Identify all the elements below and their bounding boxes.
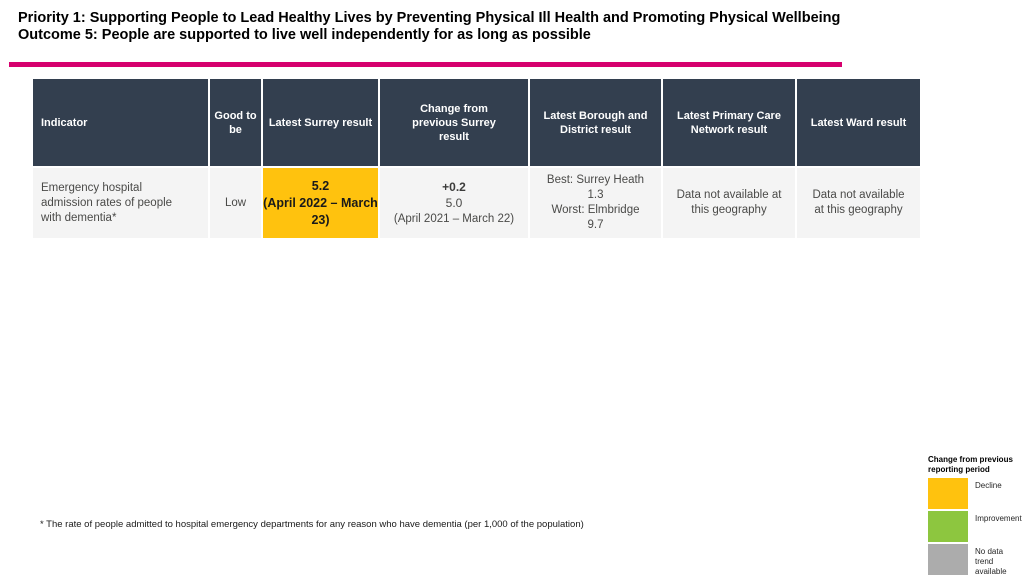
- header-ward-label: Latest Ward result: [810, 116, 907, 129]
- legend-title: Change from previous reporting period: [928, 455, 1013, 474]
- cell-good-to-be: Low: [210, 168, 261, 238]
- header-indicator: Indicator: [33, 79, 208, 166]
- good-to-be-value: Low: [224, 196, 247, 209]
- page-title: Priority 1: Supporting People to Lead He…: [18, 10, 840, 44]
- header-borough-district-label: Latest Borough and District result: [543, 109, 648, 136]
- footnote: * The rate of people admitted to hospita…: [40, 519, 584, 530]
- header-change-previous-label: Change from previous Surrey result: [412, 102, 496, 143]
- no-data-color-swatch: [928, 544, 968, 575]
- latest-surrey-period: (April 2022 – March 23): [263, 195, 378, 227]
- decline-color-swatch: [928, 478, 968, 509]
- header-indicator-label: Indicator: [41, 116, 88, 129]
- page-title-line1: Priority 1: Supporting People to Lead He…: [18, 10, 841, 26]
- change-previous-value: 5.0: [445, 196, 463, 210]
- header-pcn: Latest Primary Care Network result: [663, 79, 795, 166]
- header-good-to-be-label: Good to be: [214, 109, 257, 136]
- borough-worst-label: Worst: Elmbridge: [551, 204, 640, 216]
- legend-item-decline: Decline: [928, 478, 1024, 509]
- change-value: +0.2: [442, 180, 466, 194]
- indicator-table: Indicator Good to be Latest Surrey resul…: [33, 79, 920, 238]
- header-ward: Latest Ward result: [797, 79, 920, 166]
- accent-divider: [9, 62, 842, 67]
- legend-item-improvement: Improvement: [928, 511, 1024, 542]
- header-latest-surrey: Latest Surrey result: [263, 79, 378, 166]
- indicator-text: Emergency hospital admission rates of pe…: [41, 181, 173, 224]
- header-change-previous: Change from previous Surrey result: [380, 79, 528, 166]
- legend-label-no-data: No data trend available: [975, 547, 1007, 576]
- page-title-line2: Outcome 5: People are supported to live …: [18, 27, 591, 43]
- cell-pcn: Data not available at this geography: [663, 168, 795, 238]
- table-header-row: Indicator Good to be Latest Surrey resul…: [33, 79, 920, 166]
- legend-label-improvement: Improvement: [975, 514, 1022, 523]
- table-row: Emergency hospital admission rates of pe…: [33, 168, 920, 238]
- header-borough-district: Latest Borough and District result: [530, 79, 661, 166]
- trend-legend: Change from previous reporting period De…: [928, 455, 1024, 576]
- header-pcn-label: Latest Primary Care Network result: [677, 109, 781, 136]
- improvement-color-swatch: [928, 511, 968, 542]
- cell-borough-district: Best: Surrey Heath 1.3 Worst: Elmbridge …: [530, 168, 661, 238]
- cell-latest-surrey: 5.2 (April 2022 – March 23): [263, 168, 378, 238]
- latest-surrey-value: 5.2: [311, 178, 330, 193]
- borough-best-value: 1.3: [587, 189, 604, 201]
- header-good-to-be: Good to be: [210, 79, 261, 166]
- cell-change: +0.2 5.0 (April 2021 – March 22): [380, 168, 528, 238]
- cell-indicator: Emergency hospital admission rates of pe…: [33, 168, 208, 238]
- header-latest-surrey-label: Latest Surrey result: [268, 116, 373, 129]
- borough-best-label: Best: Surrey Heath: [546, 174, 645, 186]
- legend-label-decline: Decline: [975, 481, 1002, 490]
- change-period: (April 2021 – March 22): [393, 213, 515, 225]
- cell-ward: Data not available at this geography: [797, 168, 920, 238]
- legend-item-no-data: No data trend available: [928, 544, 1024, 576]
- ward-result-text: Data not available at this geography: [812, 189, 905, 216]
- pcn-result-text: Data not available at this geography: [676, 189, 782, 216]
- borough-worst-value: 9.7: [587, 219, 604, 231]
